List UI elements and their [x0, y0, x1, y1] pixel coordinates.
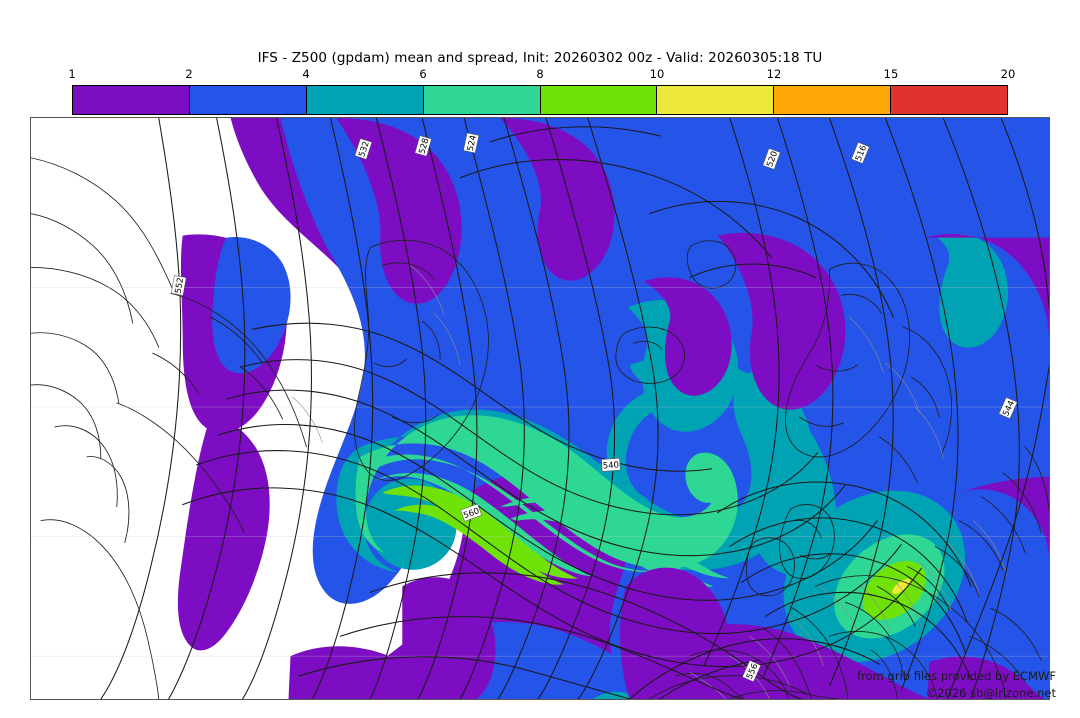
colorbar-segment-12-15 [774, 86, 892, 114]
colorbar-segment-4-6 [306, 86, 424, 114]
colorbar-segment-10-12 [657, 86, 775, 114]
colorbar-tick-labels: 1 2 4 6 8 10 12 15 20 [68, 66, 1015, 82]
colorbar-tick-20: 20 [1000, 67, 1016, 81]
colorbar-segment-1-2 [73, 86, 190, 114]
colorbar-segment-6-8 [423, 86, 541, 114]
weather-map: 532 528 524 520 [31, 118, 1049, 699]
page-title: IFS - Z500 (gpdam) mean and spread, Init… [257, 50, 823, 66]
contour-layer [100, 118, 1049, 699]
colorbar-tick-4: 4 [302, 67, 310, 81]
colorbar-tick-6: 6 [419, 67, 427, 81]
svg-text:540: 540 [602, 459, 619, 470]
colorbar-tick-8: 8 [536, 67, 544, 81]
colorbar-segment-2-4 [189, 86, 307, 114]
colorbar-tick-10: 10 [649, 67, 665, 81]
svg-text:532: 532 [356, 140, 371, 158]
colorbar-tick-2: 2 [185, 67, 193, 81]
colorbar-segment-8-10 [540, 86, 658, 114]
colorbar-tick-15: 15 [883, 67, 899, 81]
colorbar-tick-1: 1 [68, 67, 76, 81]
colorbar-strip [72, 85, 1008, 115]
colorbar-tick-12: 12 [766, 67, 782, 81]
map-panel[interactable]: 532 528 524 520 [30, 117, 1050, 700]
colorbar: 1 2 4 6 8 10 12 15 20 [68, 67, 1015, 115]
svg-text:528: 528 [416, 137, 430, 155]
colorbar-segment-15-20 [891, 86, 1007, 114]
svg-text:524: 524 [465, 134, 478, 152]
svg-text:552: 552 [173, 277, 186, 295]
contour-label-layer: 532 528 524 520 [170, 132, 1018, 683]
